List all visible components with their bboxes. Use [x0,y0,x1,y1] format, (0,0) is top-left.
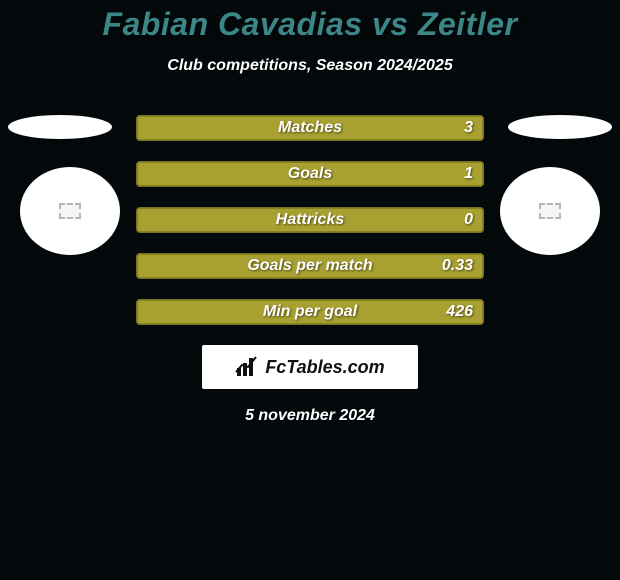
placeholder-icon [539,203,561,219]
player-right-badge [500,167,600,255]
subtitle: Club competitions, Season 2024/2025 [0,57,620,75]
stat-value: 0.33 [442,254,473,278]
stat-label: Min per goal [263,300,357,324]
stat-bar: Min per goal 426 [136,299,484,325]
stat-value: 1 [464,162,473,186]
player-left-badge [20,167,120,255]
page-title: Fabian Cavadias vs Zeitler [0,6,620,43]
stat-label: Goals per match [247,254,372,278]
brand-text: FcTables.com [265,357,384,378]
player-left-oval [8,115,112,139]
stat-value: 3 [464,116,473,140]
stat-bar: Goals per match 0.33 [136,253,484,279]
stats-arena: Matches 3 Goals 1 Hattricks 0 Goals per match 0… [0,115,620,425]
stat-label: Matches [278,116,342,140]
brand-box[interactable]: FcTables.com [202,345,418,389]
stat-label: Goals [288,162,332,186]
stat-bar: Goals 1 [136,161,484,187]
stat-bars: Matches 3 Goals 1 Hattricks 0 Goals per match 0… [136,115,484,325]
bars-chart-icon [235,356,261,378]
stat-bar: Hattricks 0 [136,207,484,233]
comparison-card: Fabian Cavadias vs Zeitler Club competit… [0,6,620,580]
stat-value: 0 [464,208,473,232]
stat-value: 426 [446,300,473,324]
date-line: 5 november 2024 [0,407,620,425]
player-right-oval [508,115,612,139]
stat-bar: Matches 3 [136,115,484,141]
stat-label: Hattricks [276,208,344,232]
placeholder-icon [59,203,81,219]
